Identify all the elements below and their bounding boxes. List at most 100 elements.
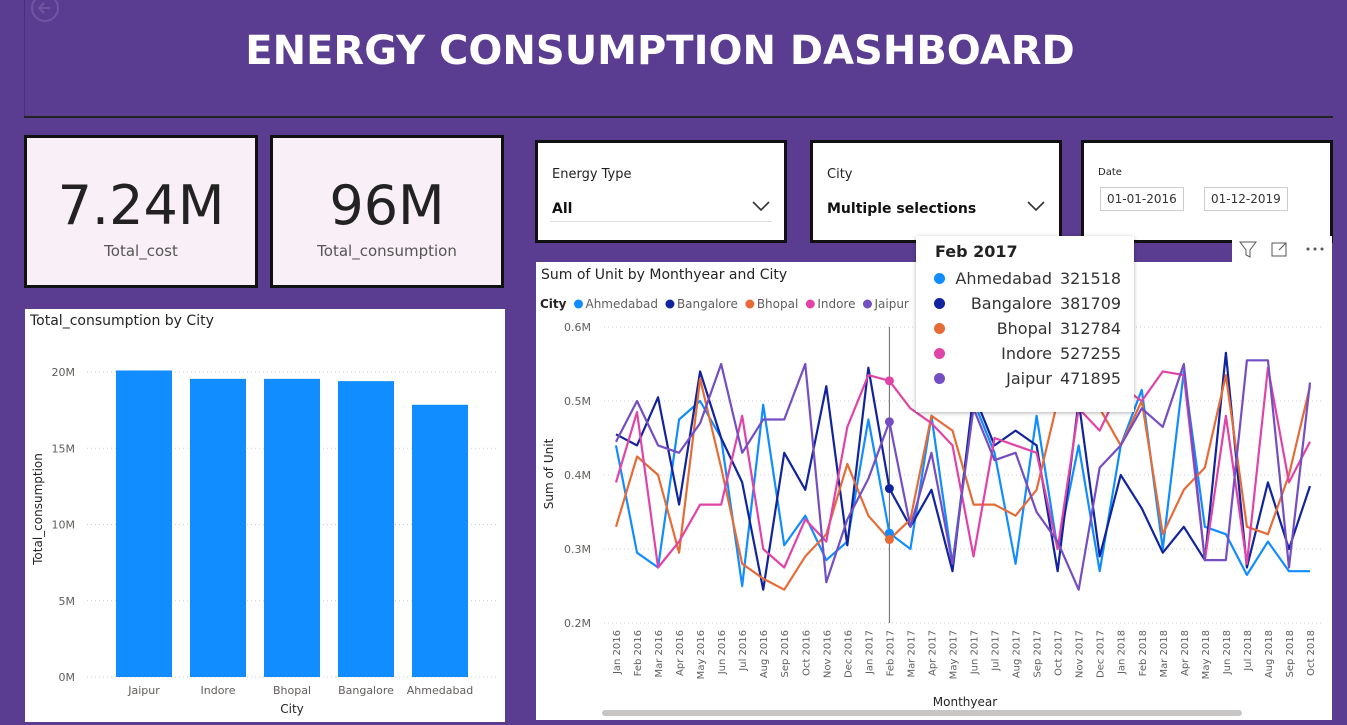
legend-label: Indore — [817, 297, 855, 311]
x-tick-label: Jun 2017 — [970, 630, 981, 675]
x-tick-label: Mar 2018 — [1159, 630, 1170, 678]
dashboard-title: ENERGY CONSUMPTION DASHBOARD — [245, 28, 1075, 74]
x-tick-label: Jaipur — [127, 684, 160, 697]
tooltip-name: Bhopal — [996, 319, 1052, 338]
bar — [338, 381, 394, 677]
tooltip-marker — [934, 348, 945, 359]
x-tick-label: Oct 2017 — [1054, 630, 1065, 676]
hover-point — [884, 535, 894, 545]
kpi-value: 7.24M — [57, 174, 225, 237]
legend-marker — [745, 299, 755, 309]
x-tick-label: Nov 2017 — [1075, 630, 1086, 678]
y-axis-title: Sum of Unit — [542, 438, 556, 509]
legend-marker — [805, 299, 815, 309]
date-to[interactable]: 01-12-2019 — [1204, 187, 1288, 211]
slicer-label: City — [827, 167, 853, 182]
legend-marker — [862, 299, 872, 309]
x-tick-label: Jul 2016 — [738, 630, 749, 672]
slicer-rule — [550, 221, 772, 222]
tooltip-title: Feb 2017 — [935, 242, 1018, 261]
x-axis-title: Monthyear — [933, 695, 997, 709]
y-tick-label: 0M — [59, 671, 76, 684]
x-tick-label: Oct 2016 — [801, 630, 812, 676]
x-tick-label: Apr 2017 — [927, 630, 938, 676]
tooltip-value: 527255 — [1060, 344, 1122, 363]
y-tick-label: 0.5M — [564, 395, 591, 408]
hover-point — [884, 528, 894, 538]
bar — [264, 378, 320, 677]
x-tick-label: Nov 2016 — [822, 630, 833, 678]
x-tick-label: Dec 2016 — [843, 630, 854, 678]
slicer[interactable]: City Multiple selections — [810, 140, 1062, 243]
date-from[interactable]: 01-01-2016 — [1100, 187, 1184, 211]
slicer[interactable]: Date 01-01-2016 01-12-2019 — [1081, 140, 1333, 243]
tooltip-value: 321518 — [1060, 269, 1122, 288]
kpi-label: Total_consumption — [317, 242, 457, 260]
x-tick-label: May 2017 — [948, 630, 959, 679]
tooltip-marker — [934, 273, 945, 284]
series-line — [614, 374, 1312, 591]
x-tick-label: Jul 2018 — [1243, 630, 1254, 672]
slicer-selection: All — [552, 201, 573, 217]
x-tick-label: Dec 2017 — [1096, 630, 1107, 678]
kpi-value: 96M — [329, 174, 445, 237]
scrollbar — [602, 710, 1242, 716]
tooltip-marker — [934, 298, 945, 309]
bar — [190, 378, 246, 677]
y-tick-label: 0.6M — [564, 321, 591, 334]
tooltip-name: Ahmedabad — [955, 269, 1052, 288]
y-tick-label: 15M — [52, 442, 76, 455]
y-tick-label: 0.4M — [564, 469, 591, 482]
x-tick-label: Aug 2016 — [759, 630, 770, 678]
header-rule — [24, 116, 1333, 118]
x-tick-label: Jan 2016 — [612, 630, 623, 675]
kpi-card: 96M Total_consumption — [270, 135, 504, 288]
y-tick-label: 5M — [59, 595, 76, 608]
legend-title: City — [540, 297, 567, 311]
x-tick-label: Feb 2017 — [885, 630, 896, 676]
tooltip-value: 471895 — [1060, 369, 1122, 388]
kpi-card: 7.24M Total_cost — [24, 135, 258, 288]
y-axis-title: Total_consumption — [31, 453, 45, 566]
x-tick-label: Sep 2018 — [1285, 630, 1296, 677]
tooltip-value: 312784 — [1060, 319, 1122, 338]
tooltip: Feb 2017 Ahmedabad 321518 Bangalore 381709 Bh… — [916, 236, 1134, 412]
series-line — [615, 359, 1312, 591]
slicer-label: Date — [1098, 167, 1122, 178]
x-tick-label: Mar 2016 — [654, 630, 665, 678]
x-tick-label: Jan 2018 — [1117, 630, 1128, 675]
bar-chart: Total_consumption by City Total_consumpti… — [25, 309, 505, 722]
x-tick-label: Feb 2016 — [633, 630, 644, 676]
x-tick-label: Bangalore — [338, 684, 394, 697]
x-tick-label: Jul 2017 — [991, 630, 1002, 672]
chart-title: Total_consumption by City — [29, 313, 214, 329]
hover-point — [884, 484, 894, 494]
x-tick-label: Aug 2017 — [1012, 630, 1023, 678]
x-tick-label: Indore — [201, 684, 236, 697]
legend-marker — [573, 299, 583, 309]
bar — [116, 370, 172, 677]
tooltip-name: Jaipur — [1006, 369, 1052, 388]
x-tick-label: Aug 2018 — [1264, 630, 1275, 678]
back-button[interactable] — [28, 0, 62, 27]
tooltip-value: 381709 — [1060, 294, 1122, 313]
tooltip-name: Indore — [1001, 344, 1052, 363]
kpi-label: Total_cost — [104, 242, 178, 260]
header-edge — [24, 0, 25, 116]
x-tick-label: Sep 2017 — [1033, 630, 1044, 677]
slicer[interactable]: Energy Type All — [535, 140, 787, 243]
bar — [412, 404, 468, 677]
y-tick-label: 20M — [52, 366, 76, 379]
hover-point — [884, 417, 894, 427]
x-tick-label: May 2018 — [1201, 630, 1212, 679]
visual-header-icons[interactable] — [1232, 236, 1332, 262]
dropdown-icon — [1027, 201, 1045, 212]
tooltip-marker — [934, 373, 945, 384]
x-tick-label: Jun 2016 — [717, 630, 728, 675]
x-tick-label: Feb 2018 — [1138, 630, 1149, 676]
x-tick-label: Oct 2018 — [1306, 630, 1317, 676]
slicer-selection: Multiple selections — [827, 201, 977, 217]
x-tick-label: May 2016 — [696, 630, 707, 679]
tooltip-marker — [934, 323, 945, 334]
x-tick-label: Mar 2017 — [906, 630, 917, 678]
